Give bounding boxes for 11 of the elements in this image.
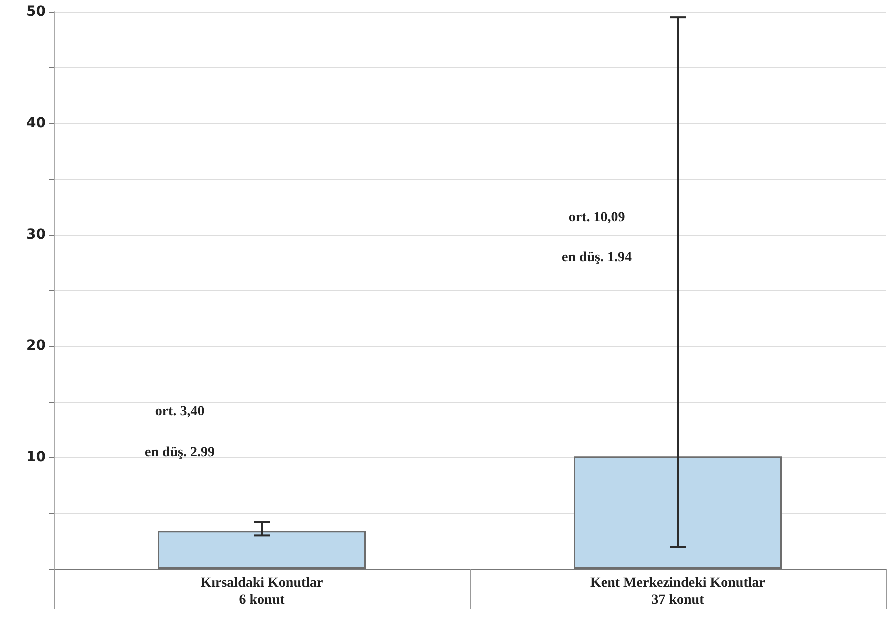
y-tick-label: 40: [26, 115, 46, 132]
y-tick-label: 50: [26, 4, 46, 20]
x-tick-label: Kırsaldaki Konutlar 6 konut: [200, 576, 324, 608]
annotation: en düş. 2.99: [144, 446, 216, 460]
x-tick-label: Kent Merkezindeki Konutlar 37 konut: [590, 576, 766, 608]
y-tick-label: 20: [26, 338, 46, 354]
y-tick-label: 30: [26, 226, 46, 243]
annotation: ort. 3,40: [155, 404, 205, 420]
annotation: ort. 10,09: [568, 210, 626, 226]
y-tick-label: 10: [26, 450, 46, 466]
annotation: en düş. 1.94: [562, 250, 632, 266]
